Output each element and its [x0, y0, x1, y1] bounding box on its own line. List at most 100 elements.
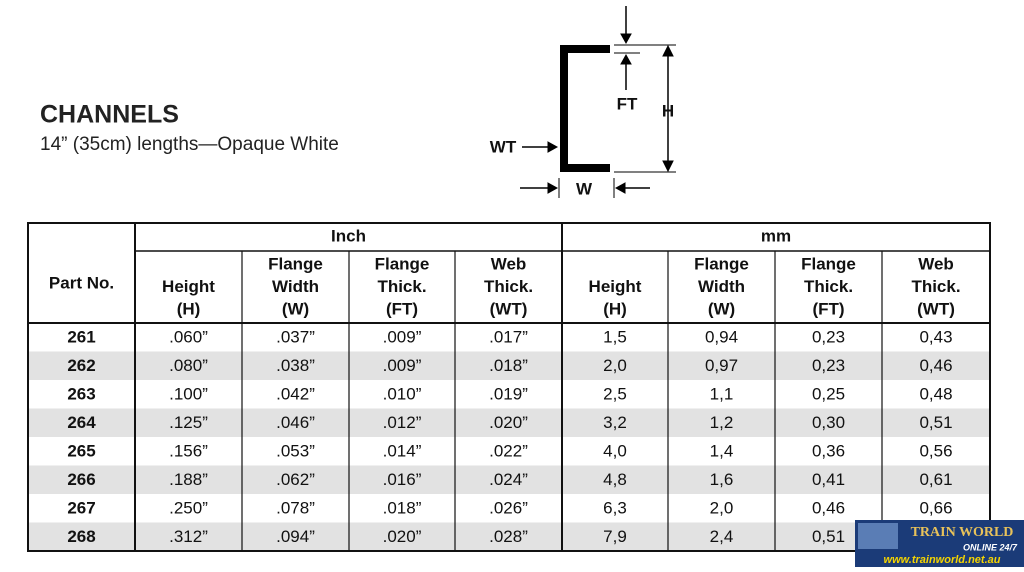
- cell: .014”: [383, 442, 422, 461]
- header-cell: Thick.: [804, 277, 853, 296]
- cell: .053”: [276, 442, 315, 461]
- header-cell: (WT): [917, 299, 955, 318]
- cell: .250”: [169, 499, 208, 518]
- table-border: [27, 222, 991, 552]
- cell: 0,43: [919, 328, 952, 347]
- cell: .016”: [383, 470, 422, 489]
- cell: .012”: [383, 413, 422, 432]
- cell: 2,5: [603, 385, 627, 404]
- cell: 2,0: [603, 356, 627, 375]
- cell: .060”: [169, 328, 208, 347]
- logo-tagline: ONLINE 24/7: [963, 542, 1018, 552]
- subtitle: 14” (35cm) lengths—Opaque White: [40, 134, 339, 155]
- header-cell: Width: [272, 277, 319, 296]
- cell: 1,1: [710, 385, 734, 404]
- channel-diagram: [520, 6, 676, 198]
- cell: .009”: [383, 328, 422, 347]
- cell: .020”: [489, 413, 528, 432]
- cell: .188”: [169, 470, 208, 489]
- cell: 2,0: [710, 499, 734, 518]
- wt-label: WT: [490, 137, 517, 156]
- cell: .046”: [276, 413, 315, 432]
- row-shade: [28, 408, 990, 437]
- cell: .019”: [489, 385, 528, 404]
- cell: .037”: [276, 328, 315, 347]
- cell: 0,61: [919, 470, 952, 489]
- header-cell: Height: [589, 277, 642, 296]
- cell: 0,46: [812, 499, 845, 518]
- cell: .312”: [169, 527, 208, 546]
- header-cell: Thick.: [911, 277, 960, 296]
- header-cell: (WT): [490, 299, 528, 318]
- cell: 0,46: [919, 356, 952, 375]
- cell: 0,23: [812, 356, 845, 375]
- part-number: 263: [67, 385, 95, 404]
- cell: 0,25: [812, 385, 845, 404]
- cell: .028”: [489, 527, 528, 546]
- cell: 0,51: [919, 413, 952, 432]
- cell: .017”: [489, 328, 528, 347]
- cell: 6,3: [603, 499, 627, 518]
- cell: 2,4: [710, 527, 734, 546]
- header-cell: Web: [491, 254, 527, 273]
- part-number: 268: [67, 527, 95, 546]
- cell: 1,5: [603, 328, 627, 347]
- cell: .094”: [276, 527, 315, 546]
- cell: .018”: [489, 356, 528, 375]
- cell: .125”: [169, 413, 208, 432]
- header-cell: Flange: [801, 254, 856, 273]
- part-number: 267: [67, 499, 95, 518]
- part-number: 266: [67, 470, 95, 489]
- cell: 7,9: [603, 527, 627, 546]
- cell: .010”: [383, 385, 422, 404]
- cell: .009”: [383, 356, 422, 375]
- h-label: H: [662, 101, 674, 120]
- cell: .080”: [169, 356, 208, 375]
- header-cell: (H): [603, 299, 627, 318]
- group-header: mm: [761, 226, 791, 245]
- table: Part No. Inch mm Height (H) Flange Width (W) Fla…: [27, 222, 991, 552]
- cell: 4,0: [603, 442, 627, 461]
- cell: .062”: [276, 470, 315, 489]
- cell: 0,48: [919, 385, 952, 404]
- header-cell: (H): [177, 299, 201, 318]
- logo-url: www.trainworld.net.au: [884, 554, 1001, 566]
- cell: 1,4: [710, 442, 734, 461]
- cell: 0,36: [812, 442, 845, 461]
- cell: 0,23: [812, 328, 845, 347]
- header-cell: Flange: [375, 254, 430, 273]
- part-number: 264: [67, 413, 96, 432]
- header-cell: (W): [282, 299, 309, 318]
- cell: .024”: [489, 470, 528, 489]
- part-number: 261: [67, 328, 95, 347]
- logo-name: TRAIN WORLD: [911, 525, 1014, 540]
- header-cell: Thick.: [484, 277, 533, 296]
- header-cell: (FT): [812, 299, 844, 318]
- row-shade: [28, 465, 990, 494]
- header-cell: Height: [162, 277, 215, 296]
- cell: .026”: [489, 499, 528, 518]
- cell: 0,41: [812, 470, 845, 489]
- header-cell: (W): [708, 299, 735, 318]
- header-cell: (FT): [386, 299, 418, 318]
- cell: 0,30: [812, 413, 845, 432]
- row-shade: [28, 351, 990, 380]
- logo: TRAIN WORLD ONLINE 24/7 www.trainworld.n…: [855, 520, 1024, 567]
- cell: .042”: [276, 385, 315, 404]
- cell: .018”: [383, 499, 422, 518]
- cell: .020”: [383, 527, 422, 546]
- cell: 3,2: [603, 413, 627, 432]
- cell: 0,66: [919, 499, 952, 518]
- cell: .022”: [489, 442, 528, 461]
- cell: 0,51: [812, 527, 845, 546]
- cell: 0,56: [919, 442, 952, 461]
- ft-label: FT: [617, 94, 638, 113]
- cell: .156”: [169, 442, 208, 461]
- cell: 1,2: [710, 413, 734, 432]
- header-cell: Part No.: [49, 273, 114, 292]
- cell: 0,94: [705, 328, 738, 347]
- title: CHANNELS: [40, 101, 179, 129]
- group-header: Inch: [331, 226, 366, 245]
